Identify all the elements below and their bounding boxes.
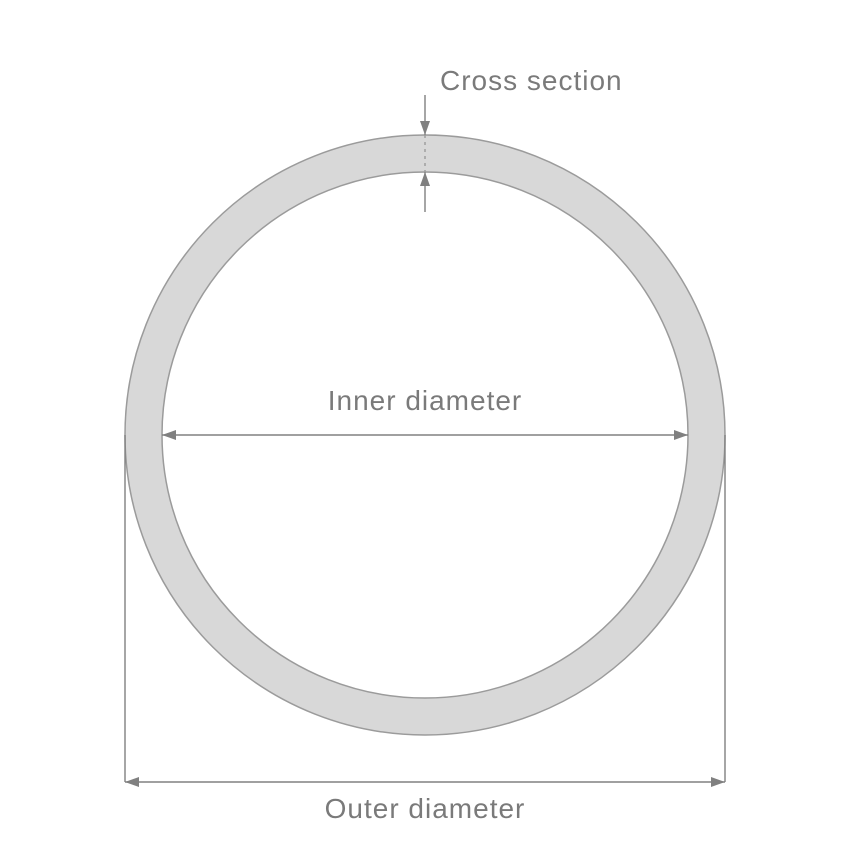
cross-section-arrow-top <box>420 95 430 135</box>
inner-diameter-label: Inner diameter <box>328 385 523 416</box>
outer-diameter-dimension <box>125 777 725 787</box>
cross-section-label: Cross section <box>440 65 623 96</box>
ring-dimension-diagram: Inner diameter Outer diameter Cross sect… <box>0 0 850 850</box>
cross-section-arrow-bottom <box>420 172 430 212</box>
outer-diameter-label: Outer diameter <box>325 793 526 824</box>
inner-diameter-dimension <box>162 430 688 440</box>
